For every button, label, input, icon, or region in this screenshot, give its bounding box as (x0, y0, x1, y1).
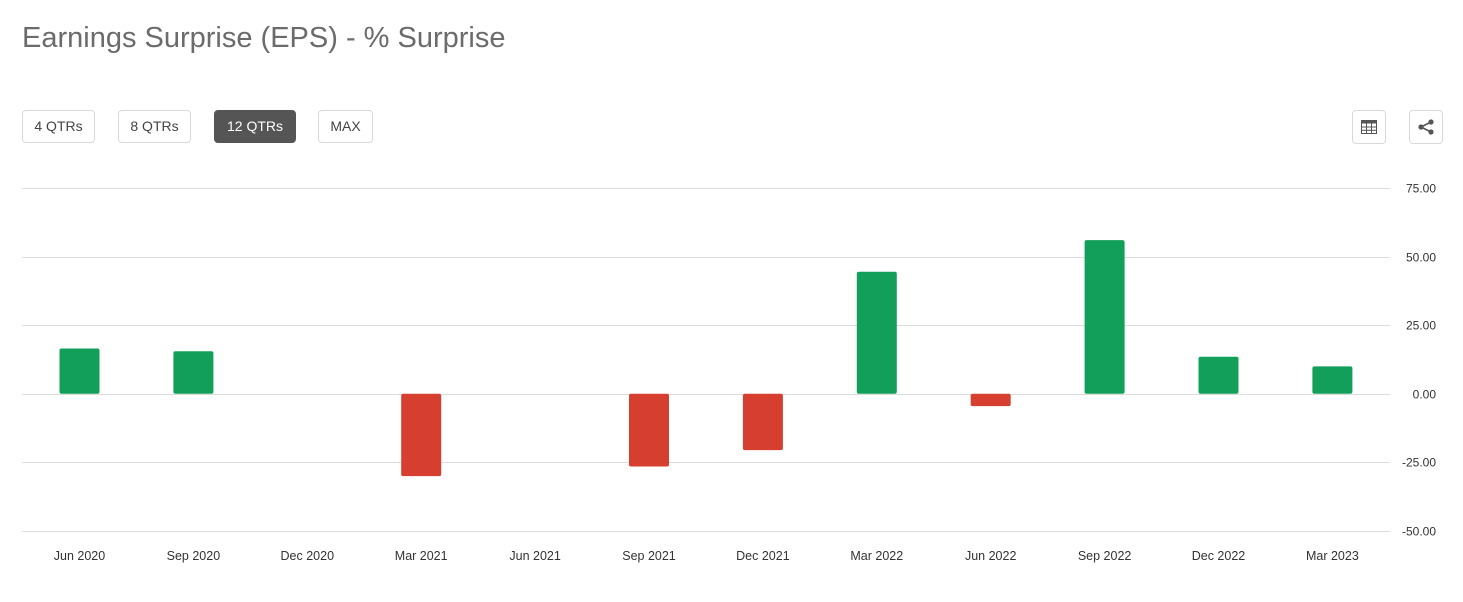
range-button-4-qtrs[interactable]: 4 QTRs (22, 110, 95, 143)
x-tick-label: Dec 2022 (1192, 549, 1246, 563)
bar[interactable] (970, 393, 1011, 407)
y-tick-label: -25.00 (1402, 456, 1436, 470)
x-tick-label: Mar 2023 (1306, 549, 1359, 563)
bar[interactable] (856, 271, 897, 394)
x-tick-label: Sep 2021 (622, 549, 676, 563)
bar[interactable] (1198, 356, 1239, 394)
gridlines (22, 188, 1390, 532)
bar[interactable] (401, 393, 442, 477)
x-tick-label: Jun 2020 (54, 549, 105, 563)
y-tick-label: 0.00 (1413, 388, 1437, 402)
y-tick-label: -50.00 (1402, 525, 1436, 539)
chart-title: Earnings Surprise (EPS) - % Surprise (22, 22, 506, 54)
table-icon (1361, 120, 1377, 134)
bar[interactable] (1312, 366, 1353, 394)
bars (59, 240, 1353, 477)
x-axis-ticks: Jun 2020 Sep 2020 Dec 2020 Mar 2021 Jun 2021… (54, 549, 1359, 563)
bar[interactable] (742, 393, 783, 451)
bar[interactable] (59, 348, 100, 394)
bar[interactable] (173, 351, 214, 394)
x-tick-label: Sep 2022 (1078, 549, 1132, 563)
x-tick-label: Dec 2020 (281, 549, 335, 563)
x-tick-label: Mar 2021 (395, 549, 448, 563)
x-tick-label: Jun 2022 (965, 549, 1016, 563)
table-view-button[interactable] (1352, 110, 1386, 144)
range-button-8-qtrs[interactable]: 8 QTRs (118, 110, 191, 143)
share-icon (1418, 119, 1434, 135)
y-tick-label: 50.00 (1406, 251, 1436, 265)
bar[interactable] (629, 393, 669, 467)
y-axis-ticks: 75.00 50.00 25.00 0.00 -25.00 -50.00 (1402, 182, 1436, 539)
x-tick-label: Mar 2022 (850, 549, 903, 563)
range-button-12-qtrs[interactable]: 12 QTRs (214, 110, 296, 143)
y-tick-label: 75.00 (1406, 182, 1436, 196)
x-tick-label: Jun 2021 (509, 549, 560, 563)
y-tick-label: 25.00 (1406, 319, 1436, 333)
bar[interactable] (1084, 240, 1125, 394)
range-button-max[interactable]: MAX (318, 110, 373, 143)
x-tick-label: Dec 2021 (736, 549, 790, 563)
x-tick-label: Sep 2020 (167, 549, 221, 563)
eps-surprise-chart: 75.00 50.00 25.00 0.00 -25.00 -50.00 Jun 2020… (22, 182, 1436, 563)
share-button[interactable] (1409, 110, 1443, 144)
